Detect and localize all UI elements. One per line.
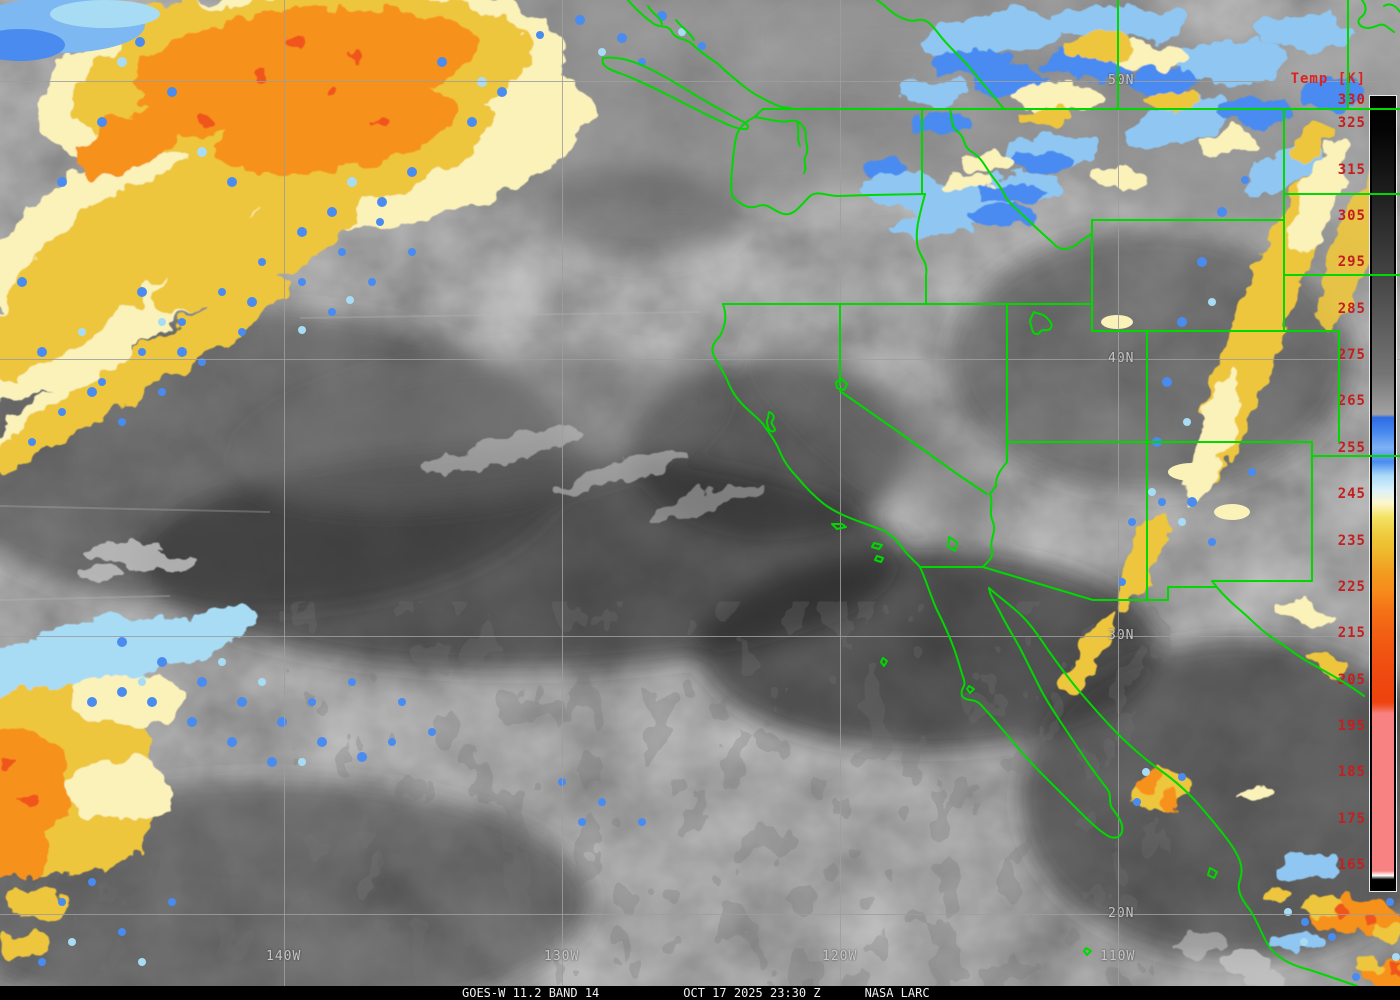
caption-product: GOES-W 11.2 BAND 14 bbox=[462, 986, 600, 1000]
latitude-gridline bbox=[0, 81, 1400, 82]
state-borders bbox=[722, 108, 1400, 601]
longitude-gridline bbox=[1118, 0, 1119, 986]
latitude-gridline bbox=[0, 914, 1400, 915]
caption-credit: NASA LARC bbox=[864, 986, 930, 1000]
colorbar-tick-label: 245 bbox=[1337, 486, 1366, 503]
cloud-field-northeast bbox=[854, 4, 1365, 950]
colorbar-tick-label: 265 bbox=[1337, 393, 1366, 410]
speckles-cyan-sw bbox=[68, 658, 306, 966]
speckles-blue-nw bbox=[17, 11, 706, 446]
colorbar-tick-label: 295 bbox=[1337, 254, 1366, 271]
latitude-label: 50N bbox=[1108, 73, 1135, 88]
longitude-label: 110W bbox=[1100, 949, 1136, 964]
caption-datetime: OCT 17 2025 23:30 Z bbox=[683, 986, 821, 1000]
longitude-label: 130W bbox=[544, 949, 580, 964]
colorbar-tick-label: 285 bbox=[1337, 300, 1366, 317]
canada-borders bbox=[762, 0, 1400, 110]
longitude-gridline bbox=[840, 0, 841, 986]
colorbar-tick-label: 185 bbox=[1337, 764, 1366, 781]
latitude-gridline bbox=[0, 636, 1400, 637]
colorbar-title: Temp [K] bbox=[1290, 71, 1366, 87]
speckles-cyan-east bbox=[1148, 298, 1216, 526]
colorbar-tick-label: 275 bbox=[1337, 347, 1366, 364]
colorbar-tick-label: 305 bbox=[1337, 207, 1366, 224]
colorbar-tick-label: 215 bbox=[1337, 625, 1366, 642]
colorbar-tick-label: 255 bbox=[1337, 439, 1366, 456]
colorbar-tick-label: 225 bbox=[1337, 578, 1366, 595]
speckles-band-east bbox=[1118, 176, 1256, 586]
speckles-blue-mexico bbox=[1133, 773, 1394, 981]
colorbar-tick-label: 175 bbox=[1337, 810, 1366, 827]
colorbar-tick-label: 165 bbox=[1337, 857, 1366, 874]
cloud-patch-topleft-corner bbox=[0, 0, 160, 61]
latitude-label: 40N bbox=[1108, 351, 1135, 366]
colorbar-tick-label: 195 bbox=[1337, 717, 1366, 734]
speckles-cyan-mexico bbox=[1142, 768, 1400, 961]
latitude-label: 20N bbox=[1108, 906, 1135, 921]
longitude-gridline bbox=[284, 0, 285, 986]
colorbar-gradient bbox=[1372, 98, 1394, 889]
colorbar-tick-label: 325 bbox=[1337, 115, 1366, 132]
lakes-and-islands bbox=[765, 311, 1218, 956]
latitude-label: 30N bbox=[1108, 628, 1135, 643]
cirrus-streaks bbox=[0, 311, 701, 601]
colorbar-tick-label: 330 bbox=[1337, 92, 1366, 108]
latitude-gridline bbox=[0, 359, 1400, 360]
coastlines bbox=[601, 0, 1363, 989]
caption-bar: GOES-W 11.2 BAND 14 OCT 17 2025 23:30 Z … bbox=[0, 986, 1400, 1000]
storm-northwest bbox=[0, 0, 591, 474]
mexico-borders bbox=[982, 566, 1365, 697]
colorbar bbox=[1369, 95, 1397, 892]
white-cloud-wisps bbox=[76, 429, 1282, 987]
speckles-cyan-nw bbox=[78, 28, 686, 336]
speckles-blue-sw bbox=[38, 637, 646, 966]
storm-southwest bbox=[0, 610, 256, 956]
longitude-gridline bbox=[562, 0, 563, 986]
colorbar-tick-label: 235 bbox=[1337, 532, 1366, 549]
longitude-label: 140W bbox=[266, 949, 302, 964]
colorbar-tick-label: 315 bbox=[1337, 161, 1366, 178]
longitude-label: 120W bbox=[822, 949, 858, 964]
cloud-specks-interior-west bbox=[1101, 315, 1250, 520]
